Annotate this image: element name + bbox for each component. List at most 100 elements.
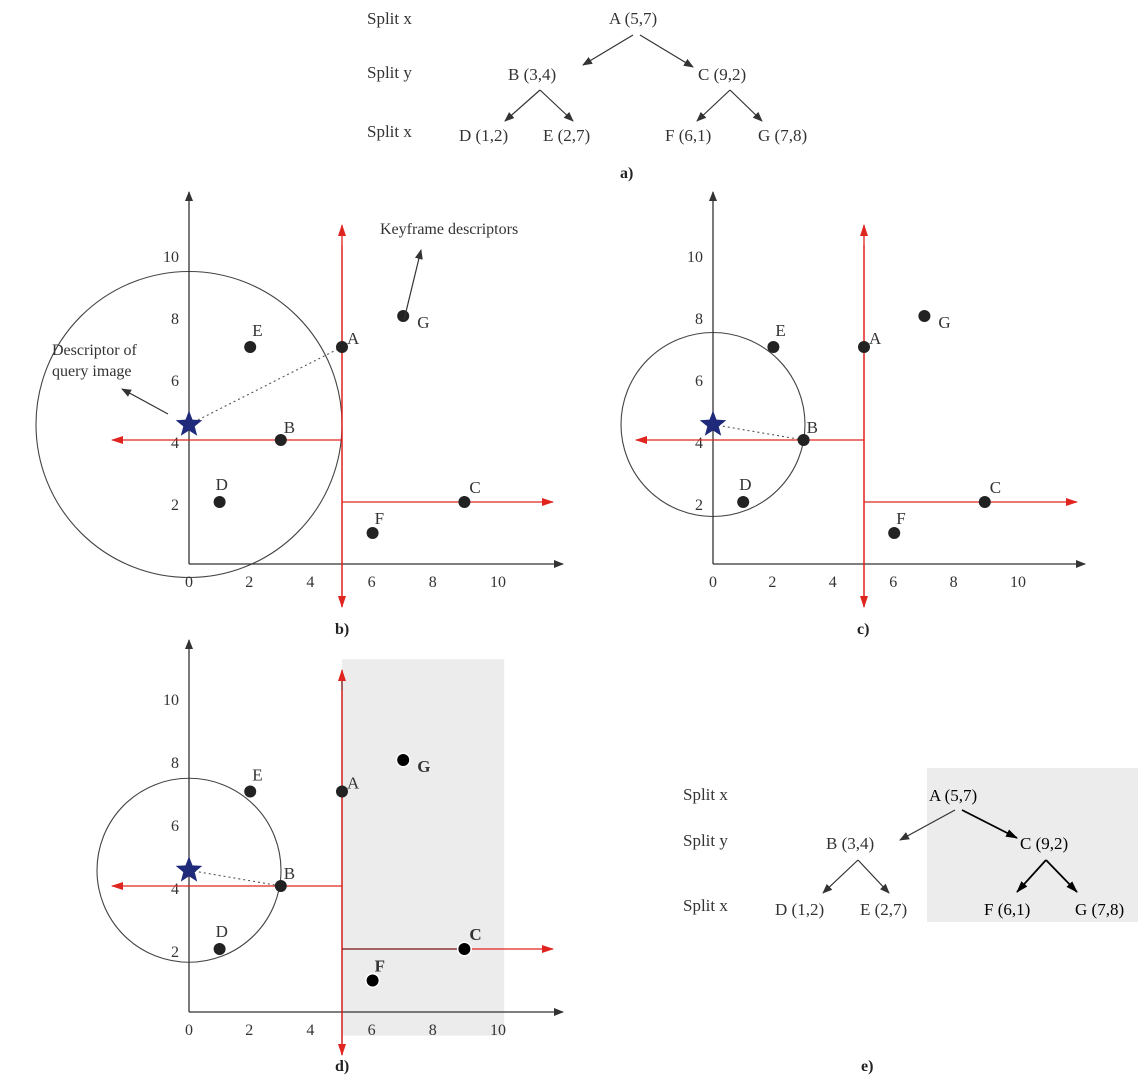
tree-a: Split x Split y Split x A (5,7) B (3,4) …	[367, 9, 807, 182]
point-label-f: F	[375, 509, 384, 528]
point-label-d: D	[739, 475, 751, 494]
nearest-distance-line	[188, 346, 343, 425]
tree-e-node-g: G (7,8)	[1075, 900, 1124, 919]
x-tick-label: 4	[829, 574, 837, 591]
point-label-c: C	[469, 478, 480, 497]
tree-e-edge-a-b	[899, 809, 956, 841]
point-label-c: C	[469, 925, 481, 944]
x-tick-label: 8	[950, 574, 958, 591]
x-tick-label: 8	[429, 1022, 437, 1039]
tree-e-edge-c-g	[1045, 859, 1078, 893]
point-b	[274, 880, 287, 892]
x-tick-label: 2	[768, 574, 776, 591]
x-tick-label: 6	[889, 574, 897, 591]
annotation-arrow-query	[121, 388, 169, 415]
tree-e-edge-c-f	[1016, 859, 1047, 893]
point-f	[366, 527, 379, 539]
tree-a-edge-c-f	[696, 89, 731, 122]
point-label-c: C	[990, 478, 1001, 497]
point-label-b: B	[284, 864, 295, 883]
point-label-g: G	[417, 313, 429, 332]
pruned-region-shade	[342, 659, 505, 1036]
tree-e: Split x Split y Split x A (5,7) B (3,4) …	[683, 768, 1138, 1075]
x-tick-label: 6	[368, 574, 376, 591]
y-tick-label: 4	[171, 881, 179, 898]
point-label-a: A	[869, 329, 882, 348]
point-g	[397, 310, 410, 322]
point-c	[458, 943, 471, 955]
tree-a-node-e: E (2,7)	[543, 126, 590, 145]
y-tick-label: 6	[171, 373, 179, 390]
y-tick-label: 10	[163, 249, 179, 266]
point-f	[888, 527, 901, 539]
point-label-f: F	[896, 509, 905, 528]
x-tick-label: 0	[185, 574, 193, 591]
tree-e-node-b: B (3,4)	[826, 834, 874, 853]
x-tick-label: 10	[490, 1022, 506, 1039]
point-label-b: B	[284, 418, 295, 437]
y-tick-label: 8	[171, 311, 179, 328]
y-tick-label: 4	[171, 435, 179, 452]
point-d	[213, 943, 226, 955]
tree-a-node-b: B (3,4)	[508, 65, 556, 84]
tree-a-level-3: Split x	[367, 122, 412, 141]
tree-e-level-3: Split x	[683, 896, 728, 915]
x-tick-label: 2	[245, 574, 253, 591]
tree-a-node-c: C (9,2)	[698, 65, 746, 84]
y-tick-label: 2	[171, 944, 179, 961]
nearest-distance-line	[188, 869, 281, 887]
point-label-d: D	[216, 922, 228, 941]
tree-e-pruned-shade	[927, 768, 1138, 922]
point-d	[213, 496, 226, 508]
tree-a-edge-c-g	[729, 89, 763, 122]
tree-e-level-1: Split x	[683, 785, 728, 804]
tree-a-edge-a-c	[639, 34, 694, 68]
tree-e-edge-b-e	[857, 859, 890, 894]
point-label-g: G	[938, 313, 950, 332]
y-tick-label: 4	[695, 435, 703, 452]
y-tick-label: 10	[687, 249, 703, 266]
panel-caption: d)	[335, 1058, 349, 1075]
tree-a-level-2: Split y	[367, 63, 412, 82]
y-tick-label: 8	[695, 311, 703, 328]
point-a	[858, 341, 870, 353]
x-tick-label: 2	[245, 1022, 253, 1039]
tree-e-node-c: C (9,2)	[1020, 834, 1068, 853]
point-e	[767, 341, 780, 353]
point-f	[366, 974, 379, 987]
point-label-a: A	[347, 329, 360, 348]
panel-caption: b)	[335, 621, 349, 638]
annotation-descriptor-line1: Descriptor of	[52, 342, 138, 359]
x-tick-label: 4	[306, 1022, 314, 1039]
x-tick-label: 8	[429, 574, 437, 591]
y-tick-label: 10	[163, 692, 179, 709]
point-b	[797, 434, 810, 446]
tree-e-edge-b-d	[822, 859, 859, 894]
y-tick-label: 2	[695, 497, 703, 514]
point-label-b: B	[807, 418, 818, 437]
tree-e-node-a: A (5,7)	[929, 786, 977, 805]
y-tick-label: 8	[171, 755, 179, 772]
y-tick-label: 6	[695, 373, 703, 390]
panel-caption: c)	[857, 621, 869, 638]
point-label-g: G	[417, 757, 430, 776]
point-e	[244, 785, 257, 798]
point-c	[978, 496, 991, 508]
y-tick-label: 2	[171, 497, 179, 514]
tree-a-caption: a)	[620, 165, 633, 182]
tree-a-level-1: Split x	[367, 9, 412, 28]
panel-c: 0 2 4 6 8 10 2 4 6 8 10 A B C D E F Gc)	[620, 191, 1086, 638]
x-tick-label: 0	[709, 574, 717, 591]
point-g	[397, 754, 410, 766]
tree-e-node-d: D (1,2)	[775, 900, 824, 919]
nearest-distance-line	[712, 423, 804, 441]
x-tick-label: 0	[185, 1022, 193, 1039]
query-star-icon	[699, 410, 727, 436]
tree-a-node-f: F (6,1)	[665, 126, 711, 145]
point-label-e: E	[252, 321, 262, 340]
panel-d: 0 2 4 6 8 10 2 4 6 8 10 A B C D E F Gd)	[96, 639, 564, 1075]
tree-a-node-g: G (7,8)	[758, 126, 807, 145]
tree-a-edge-b-e	[539, 89, 574, 122]
x-tick-label: 6	[368, 1022, 376, 1039]
